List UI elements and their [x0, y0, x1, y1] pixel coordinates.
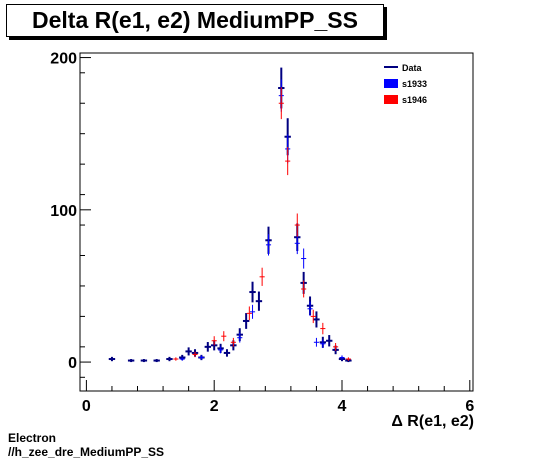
mc-point [301, 280, 307, 298]
plot-frame [79, 52, 474, 392]
y-tick-label: 200 [50, 51, 77, 68]
mc-point [278, 87, 284, 120]
mc-point [218, 346, 224, 354]
data-point [242, 313, 250, 329]
y-tick-label: 100 [50, 203, 77, 220]
mc-point [192, 351, 198, 358]
data-point [326, 335, 333, 347]
mc-point [198, 355, 204, 360]
data-point [313, 311, 320, 328]
mc-point [313, 337, 319, 347]
mc-point [345, 357, 351, 361]
x-tick-label: 2 [210, 398, 219, 415]
mc-point [246, 306, 252, 321]
x-tick-label: 6 [465, 398, 474, 415]
y-tick-label: 0 [68, 355, 77, 372]
page-title: Delta R(e1, e2) MediumPP_SS [32, 7, 358, 33]
x-axis: 0 2 4 6 [80, 380, 474, 415]
mc-point [259, 267, 265, 286]
x-tick-label: 4 [338, 398, 347, 415]
mc-point [294, 213, 300, 237]
data-point [249, 281, 256, 303]
data-point [223, 349, 231, 357]
data-point [108, 356, 116, 362]
mc-point [249, 304, 256, 319]
data-marks [108, 67, 352, 363]
footer-line-2: //h_zee_dre_MediumPP_SS [8, 445, 165, 459]
title-box: Delta R(e1, e2) MediumPP_SS [6, 4, 384, 37]
legend-label-data: Data [402, 63, 423, 73]
mc-point [221, 331, 227, 342]
series-s1946 [173, 87, 351, 361]
data-point [153, 359, 160, 363]
data-point [127, 359, 135, 363]
mc-point [333, 342, 339, 351]
data-point [204, 342, 211, 352]
legend-swatch-s1946 [384, 95, 398, 104]
mc-point [265, 234, 272, 256]
mc-point [320, 322, 326, 335]
mc-point [320, 339, 326, 349]
mc-point [285, 147, 291, 176]
x-axis-title: Δ R(e1, e2) [391, 413, 474, 430]
mc-point [237, 332, 243, 343]
mc-point [230, 337, 236, 347]
mc-point [339, 355, 345, 360]
footer-line-1: Electron [8, 431, 57, 445]
legend: Data s1933 s1946 [384, 63, 427, 105]
mc-point [310, 309, 316, 324]
legend-swatch-s1933 [384, 79, 398, 88]
y-axis: 0 100 200 [50, 51, 91, 391]
mc-point [179, 357, 185, 361]
legend-label-s1933: s1933 [402, 79, 427, 89]
mc-point [307, 301, 313, 316]
data-point [166, 356, 173, 362]
mc-point [301, 248, 307, 269]
data-point [140, 359, 148, 363]
mc-point [211, 336, 217, 346]
x-tick-label: 0 [82, 398, 91, 415]
data-point [255, 291, 263, 311]
data-point [185, 347, 192, 356]
legend-label-s1946: s1946 [402, 95, 427, 105]
mc-point [173, 357, 179, 361]
